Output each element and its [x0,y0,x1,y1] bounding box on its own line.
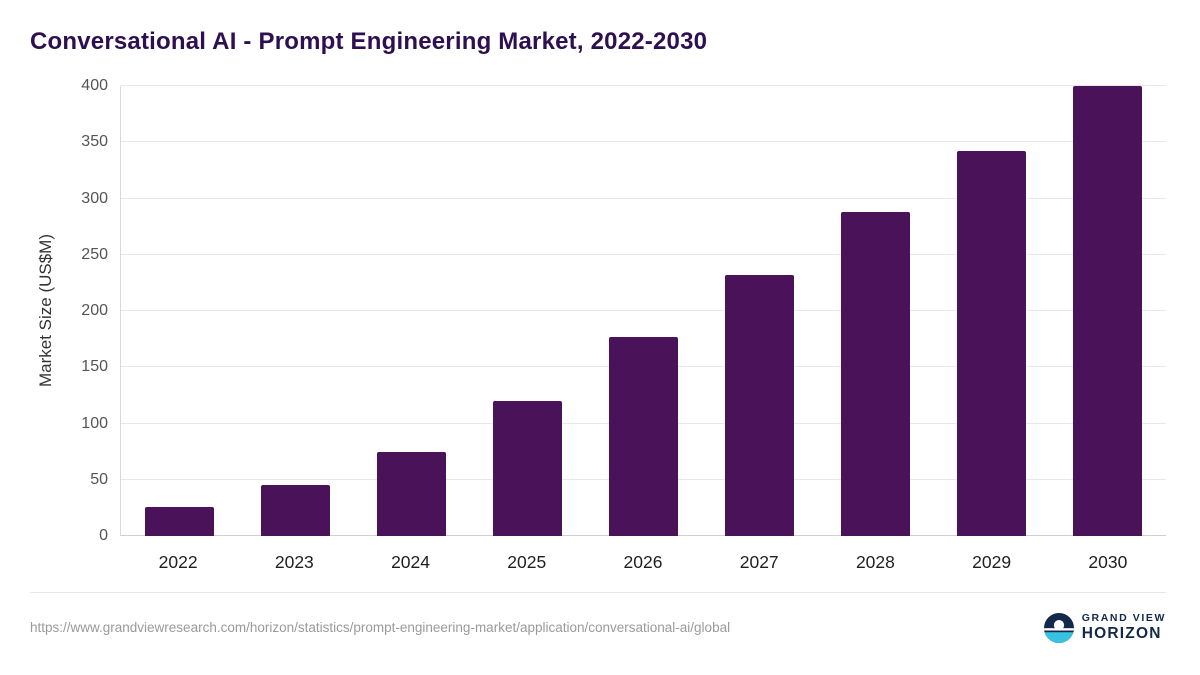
bar-slot-2028 [818,86,934,536]
gridline [121,310,1166,311]
x-tick-label-2023: 2023 [274,551,314,572]
bar-2024 [376,451,446,536]
horizon-logo-icon [1043,612,1074,643]
bar-slot-2023 [237,86,353,536]
y-tick-label: 0 [99,527,108,544]
gridline [121,197,1166,199]
y-tick-label: 250 [81,245,108,263]
bar-2029 [957,151,1027,536]
chart-title: Conversational AI - Prompt Engineering M… [30,28,708,55]
bar-slot-2029 [934,86,1050,536]
logo-text: GRAND VIEW HORIZON [1082,613,1166,642]
source-url: https://www.grandviewresearch.com/horizo… [30,620,731,635]
bars-container [121,86,1166,536]
chart-area: Market Size (US$M) 0 50 100 150 200 250 300 350… [30,77,1166,578]
bar-2025 [492,401,562,536]
bar-2022 [144,506,214,536]
x-tick-label-2029: 2029 [972,551,1012,572]
x-tick-label-2025: 2025 [507,551,547,572]
y-tick-label: 400 [81,77,108,94]
y-tick-label: 100 [81,414,108,432]
gridline [121,253,1166,255]
logo-line2: HORIZON [1081,624,1162,642]
bar-2027 [725,275,795,536]
bar-2026 [608,336,678,536]
logo-line1: GRAND VIEW [1081,612,1166,625]
y-tick-label: 350 [81,133,108,151]
bar-slot-2025 [469,86,585,536]
x-tick-label-2028: 2028 [855,551,895,572]
y-tick-label: 200 [81,302,108,319]
bar-slot-2030 [1050,86,1166,536]
bar-2023 [260,485,330,536]
bar-slot-2024 [353,86,469,536]
x-tick-label-2030: 2030 [1088,551,1128,572]
grand-view-horizon-logo: GRAND VIEW HORIZON [1043,612,1166,643]
bar-2030 [1073,86,1143,536]
y-axis-label-cell: Market Size (US$M) [30,86,62,536]
x-tick-label-2027: 2027 [739,551,779,572]
gridline [121,141,1166,143]
footer: https://www.grandviewresearch.com/horizo… [30,592,1166,650]
y-tick-label: 50 [90,470,108,488]
y-axis-ticks: 0 50 100 150 200 250 300 350 400 [62,77,120,544]
bar-slot-2022 [121,86,237,536]
x-tick-label-2024: 2024 [391,551,431,572]
x-tick-label-2022: 2022 [158,551,198,572]
y-axis-label: Market Size (US$M) [36,234,55,388]
x-axis-labels: 2022 2023 2024 2025 2026 2027 2028 2029 2030 [120,536,1166,578]
bar-2028 [841,212,911,536]
bar-slot-2027 [702,86,818,536]
y-tick-label: 300 [81,189,108,207]
gridline [121,85,1166,86]
x-tick-label-2026: 2026 [623,551,663,572]
y-tick-label: 150 [81,358,108,376]
bar-slot-2026 [585,86,701,536]
plot-area [120,85,1166,536]
